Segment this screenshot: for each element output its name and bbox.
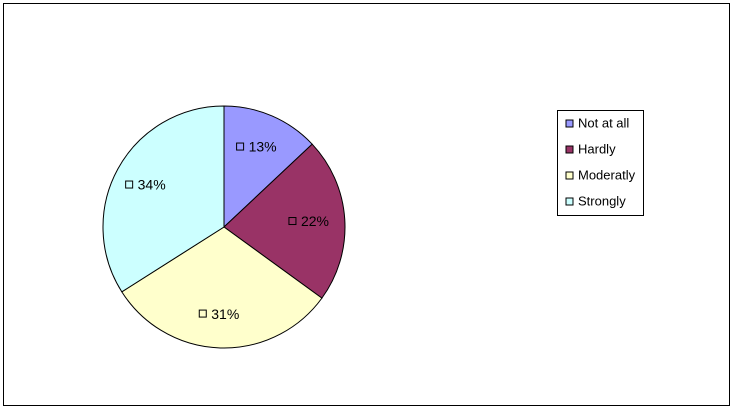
- legend-box: [557, 110, 644, 216]
- legend-label: Moderatly: [578, 167, 636, 182]
- legend-swatch: [565, 119, 574, 128]
- legend-label: Strongly: [578, 193, 626, 208]
- label-key: [125, 180, 134, 189]
- legend: Not at all Hardly Moderatly Strongly: [557, 110, 644, 216]
- data-label: 34%: [138, 177, 166, 193]
- pie-slice: [223, 105, 313, 229]
- data-label: 22%: [301, 213, 329, 229]
- legend-label: Not at all: [578, 115, 629, 130]
- pie-slice: [121, 226, 323, 349]
- data-label: 31%: [211, 306, 239, 322]
- pie-slice: [223, 143, 346, 299]
- label-key: [198, 309, 207, 318]
- label-key: [288, 217, 297, 226]
- legend-swatch: [565, 197, 574, 206]
- legend-label: Hardly: [578, 141, 616, 156]
- label-key: [236, 142, 245, 151]
- data-label: 13%: [249, 139, 277, 155]
- pie-slice: [102, 105, 225, 293]
- legend-swatch: [565, 171, 574, 180]
- legend-swatch: [565, 145, 574, 154]
